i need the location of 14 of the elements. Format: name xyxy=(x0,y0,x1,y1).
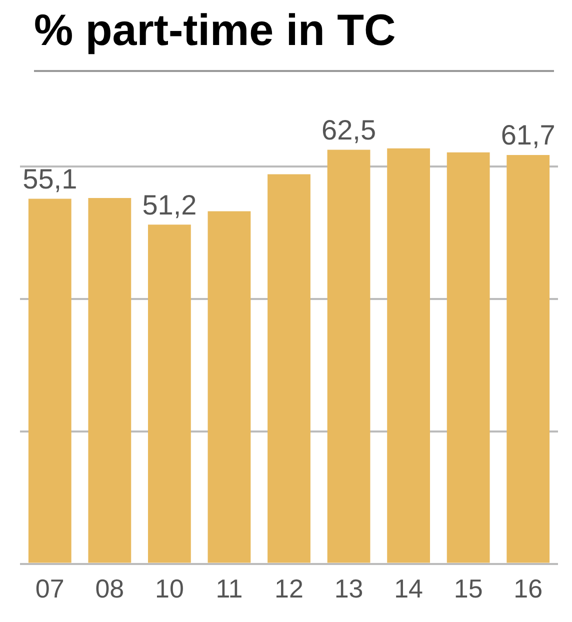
data-label: 55,1 xyxy=(22,163,78,194)
chart-title: % part-time in TC xyxy=(34,6,396,56)
data-label: 61,7 xyxy=(500,120,556,151)
x-tick-label: 10 xyxy=(154,574,184,604)
x-tick-label: 07 xyxy=(35,574,64,604)
x-tick-label: 15 xyxy=(454,574,483,604)
x-tick-label: 11 xyxy=(216,574,243,604)
x-tick-label: 16 xyxy=(514,574,543,604)
x-tick-label: 14 xyxy=(394,574,424,604)
x-tick-label: 08 xyxy=(95,574,124,604)
data-label: 62,5 xyxy=(322,114,376,146)
x-tick-label: 12 xyxy=(274,574,304,604)
x-tick-label: 13 xyxy=(334,574,364,604)
data-label: 51,2 xyxy=(142,189,197,220)
